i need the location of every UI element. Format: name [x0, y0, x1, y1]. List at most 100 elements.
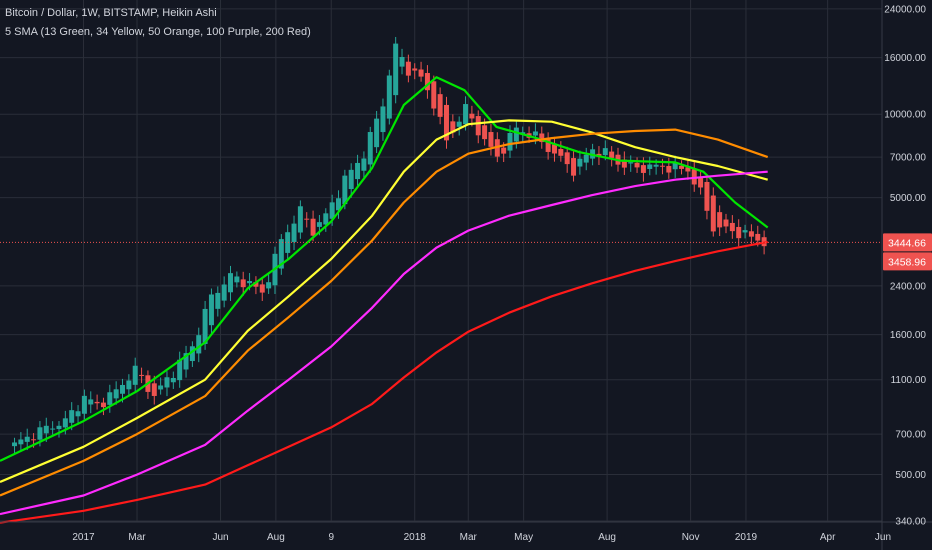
- price-tick-label: 700.00: [895, 430, 926, 441]
- candle-body: [259, 284, 265, 293]
- time-tick-label: Mar: [460, 532, 478, 543]
- candle-body: [704, 181, 710, 211]
- candle-body: [158, 385, 164, 390]
- candle-body: [374, 118, 380, 148]
- candle-body: [666, 166, 672, 173]
- candle-body: [291, 223, 297, 243]
- candle-body: [132, 365, 138, 385]
- candle-body: [18, 439, 24, 445]
- candle-body: [456, 121, 462, 127]
- candle-body: [234, 276, 240, 283]
- candle-body: [399, 56, 405, 67]
- candle-body: [647, 164, 653, 169]
- chart-legend: Bitcoin / Dollar, 1W, BITSTAMP, Heikin A…: [5, 4, 311, 42]
- candle-body: [412, 68, 418, 71]
- candle-body: [443, 104, 449, 141]
- candle-body: [723, 219, 729, 227]
- candles: [12, 36, 767, 455]
- candle-body: [285, 232, 291, 253]
- candle-body: [710, 195, 716, 232]
- time-tick-label: Apr: [820, 532, 836, 543]
- candle-body: [100, 402, 106, 408]
- candle-body: [571, 158, 577, 176]
- candle-body: [266, 282, 272, 289]
- candle-body: [323, 213, 329, 225]
- candle-body: [418, 69, 424, 77]
- candle-body: [386, 75, 392, 119]
- candle-body: [208, 294, 214, 326]
- current-price-tag-bg: [883, 233, 932, 252]
- candle-body: [507, 132, 513, 151]
- candle-body: [335, 198, 341, 211]
- time-tick-label: 2018: [404, 532, 427, 543]
- chart-title: Bitcoin / Dollar, 1W, BITSTAMP, Heikin A…: [5, 7, 217, 19]
- candle-body: [736, 226, 742, 239]
- candle-body: [355, 162, 361, 180]
- sma200-price-tag-bg: [883, 252, 932, 271]
- price-tick-label: 340.00: [895, 516, 926, 527]
- candle-body: [469, 113, 475, 119]
- time-tick-label: Nov: [682, 532, 700, 543]
- candle-body: [482, 125, 488, 140]
- candle-body: [189, 346, 195, 362]
- candle-body: [94, 401, 100, 404]
- price-axis: 24000.00 16000.00 10000.00 7000.00 5000.00 24…: [884, 4, 926, 527]
- time-tick-label: Mar: [128, 532, 146, 543]
- candle-body: [380, 106, 386, 133]
- candle-body: [679, 165, 685, 169]
- candle-body: [501, 147, 507, 154]
- candle-body: [31, 439, 37, 441]
- candle-body: [564, 152, 570, 165]
- candle-body: [583, 154, 589, 163]
- candle-body: [672, 162, 678, 170]
- candle-body: [164, 377, 170, 388]
- candle-body: [247, 281, 253, 284]
- candle-body: [698, 176, 704, 188]
- candle-body: [24, 436, 30, 442]
- indicator-label[interactable]: 5 SMA (13 Green, 34 Yellow, 50 Orange, 1…: [5, 26, 311, 38]
- candle-body: [113, 389, 119, 399]
- candle-body: [139, 374, 145, 376]
- candle-body: [640, 165, 646, 173]
- candle-body: [628, 162, 634, 164]
- candle-body: [717, 212, 723, 228]
- candle-body: [120, 384, 126, 394]
- candle-body: [755, 233, 761, 241]
- price-tick-label: 10000.00: [884, 110, 926, 121]
- candle-body: [609, 151, 615, 158]
- candle-body: [596, 153, 602, 157]
- candle-body: [304, 218, 310, 220]
- candle-body: [202, 308, 208, 344]
- price-tick-label: 1600.00: [890, 330, 927, 341]
- candle-body: [37, 427, 43, 440]
- candle-body: [12, 442, 18, 447]
- price-tick-label: 500.00: [895, 470, 926, 481]
- candle-body: [532, 131, 538, 136]
- time-tick-label: 9: [328, 532, 334, 543]
- current-price-tag: 3444.66: [888, 237, 926, 249]
- candle-body: [367, 132, 373, 165]
- price-tick-label: 5000.00: [890, 193, 927, 204]
- candle-body: [177, 359, 183, 381]
- candle-body: [405, 61, 411, 76]
- candle-body: [558, 148, 564, 156]
- candle-body: [539, 133, 545, 143]
- candle-body: [621, 159, 627, 168]
- price-tick-label: 7000.00: [890, 153, 927, 164]
- candle-body: [151, 383, 157, 396]
- candle-body: [551, 144, 557, 154]
- candle-body: [183, 353, 189, 370]
- candle-body: [297, 206, 303, 233]
- sma200-price-tag: 3458.96: [888, 256, 926, 268]
- candle-body: [75, 411, 81, 417]
- time-tick-label: Jun: [212, 532, 228, 543]
- sma-line: [0, 119, 768, 484]
- candle-body: [62, 418, 68, 428]
- price-tick-label: 1100.00: [891, 375, 927, 386]
- time-axis: 2017 Mar Jun Aug 9 2018 Mar May Aug Nov 2019 Apr Jun: [72, 532, 891, 543]
- candle-body: [488, 132, 494, 147]
- candle-body: [342, 175, 348, 205]
- time-tick-label: Jun: [875, 532, 891, 543]
- candle-body: [329, 202, 335, 219]
